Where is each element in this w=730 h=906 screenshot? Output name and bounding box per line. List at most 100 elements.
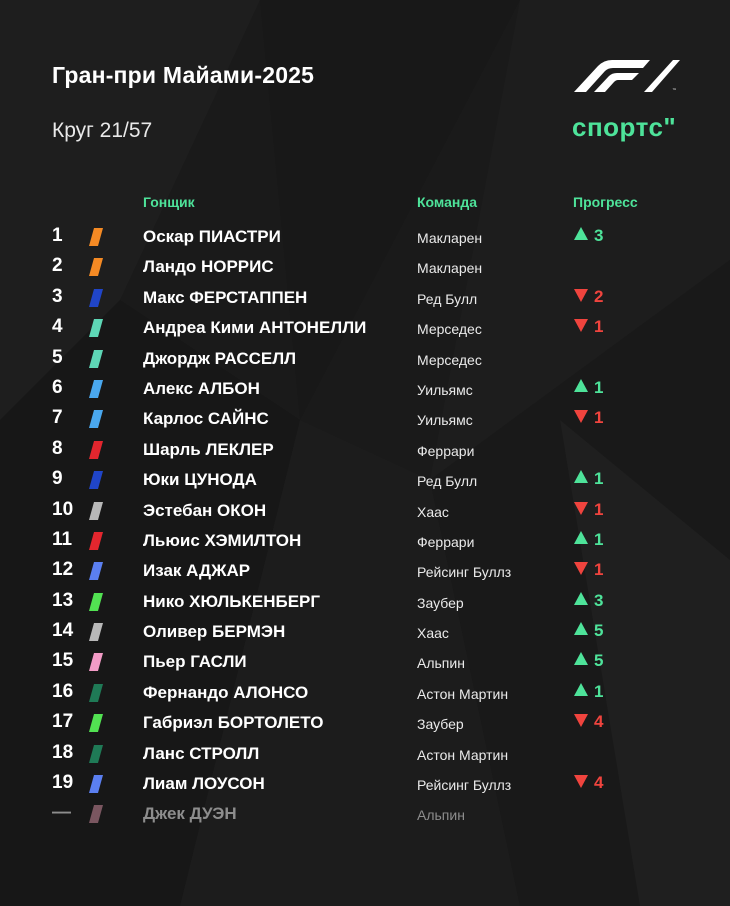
team-color-icon [89, 683, 103, 702]
team-name: Рейсинг Буллз [417, 564, 512, 581]
progress-indicator: 1 [573, 408, 603, 428]
progress-indicator: 4 [573, 773, 603, 793]
table-row: 11 Льюис ХЭМИЛТОН Феррари 1 [0, 525, 730, 555]
progress-value: 4 [594, 712, 604, 732]
driver-name: Карлос САЙНС [143, 409, 269, 429]
lap-counter: Круг 21/57 [52, 119, 153, 142]
position-number: 17 [52, 711, 74, 733]
team-color-icon [89, 531, 103, 550]
driver-name: Оливер БЕРМЭН [143, 622, 286, 642]
team-name: Хаас [417, 503, 449, 520]
driver-name: Льюис ХЭМИЛТОН [143, 530, 302, 550]
arrow-up-icon [574, 682, 588, 696]
driver-name: Габриэл БОРТОЛЕТО [143, 713, 324, 733]
team-color-icon [89, 471, 103, 490]
team-name: Мерседес [417, 321, 482, 338]
driver-name: Макс ФЕРСТАППЕН [143, 287, 308, 307]
driver-name: Ланс СТРОЛЛ [143, 743, 260, 763]
progress-indicator: 1 [573, 317, 603, 337]
table-row: 7 Карлос САЙНС Уильямс 1 [0, 403, 730, 433]
position-number: 2 [52, 255, 63, 277]
progress-value: 2 [594, 286, 604, 306]
team-color-icon [89, 744, 103, 763]
team-color-icon [89, 592, 103, 611]
table-row: 15 Пьер ГАСЛИ Альпин 5 [0, 646, 730, 676]
table-row: 1 Оскар ПИАСТРИ Макларен 3 [0, 221, 730, 251]
progress-value: 1 [594, 560, 604, 580]
arrow-down-icon [574, 501, 588, 515]
progress-value: 1 [594, 377, 604, 397]
header-team: Команда [417, 194, 477, 210]
team-name: Макларен [417, 230, 483, 246]
progress-indicator: 1 [573, 500, 603, 520]
team-name: Заубер [417, 716, 464, 733]
team-name: Альпин [417, 807, 465, 824]
team-color-icon [89, 440, 103, 459]
team-name: Астон Мартин [417, 746, 509, 763]
position-number: 16 [52, 680, 74, 702]
progress-value: 1 [594, 469, 604, 489]
team-name: Астон Мартин [417, 685, 509, 702]
team-color-icon [89, 228, 103, 246]
f1-logo-icon: ™ [574, 60, 680, 94]
team-color-icon [89, 562, 103, 581]
table-row: 17 Габриэл БОРТОЛЕТО Заубер 4 [0, 707, 730, 737]
team-name: Мерседес [417, 351, 482, 368]
position-number: 4 [52, 316, 63, 338]
position-number: 9 [52, 468, 63, 490]
progress-value: 4 [594, 773, 604, 793]
position-number: 1 [52, 225, 63, 246]
team-color-icon [89, 501, 103, 520]
progress-indicator: 1 [573, 560, 603, 580]
arrow-down-icon [574, 775, 588, 789]
driver-name: Шарль ЛЕКЛЕР [143, 439, 274, 459]
team-color-icon [89, 623, 103, 642]
table-row: 6 Алекс АЛБОН Уильямс 1 [0, 373, 730, 403]
table-row: 5 Джордж РАССЕЛЛ Мерседес [0, 343, 730, 373]
team-name: Хаас [417, 625, 449, 642]
progress-value: 5 [594, 621, 604, 641]
progress-value: 3 [594, 590, 604, 610]
driver-name: Ландо НОРРИС [143, 257, 274, 277]
position-number: 11 [52, 528, 73, 550]
position-number: 19 [52, 772, 74, 794]
team-name: Ред Булл [417, 473, 478, 490]
team-color-icon [89, 379, 103, 398]
progress-value: 3 [594, 226, 604, 245]
table-row: 4 Андреа Кими АНТОНЕЛЛИ Мерседес 1 [0, 312, 730, 342]
progress-indicator: 5 [573, 651, 603, 671]
team-name: Заубер [417, 594, 464, 611]
position-number: 3 [52, 285, 63, 307]
position-number: 18 [52, 741, 74, 763]
team-color-icon [89, 410, 103, 429]
progress-value: 1 [594, 499, 604, 519]
arrow-up-icon [574, 591, 588, 605]
team-color-icon [89, 258, 103, 277]
header-driver: Гонщик [143, 194, 195, 210]
team-name: Уильямс [417, 381, 473, 398]
progress-value: 1 [594, 408, 604, 428]
arrow-up-icon [574, 470, 588, 484]
progress-indicator: 1 [573, 469, 603, 489]
driver-name: Оскар ПИАСТРИ [143, 227, 281, 246]
page-title: Гран-при Майами-2025 [52, 62, 315, 88]
driver-name: Джордж РАССЕЛЛ [143, 348, 297, 368]
progress-indicator: 1 [573, 378, 603, 398]
team-name: Макларен [417, 260, 483, 277]
driver-name: Лиам ЛОУСОН [143, 774, 265, 794]
progress-indicator: 2 [573, 287, 603, 307]
arrow-up-icon [574, 227, 588, 240]
position-number: 7 [52, 407, 63, 429]
arrow-up-icon [574, 530, 588, 544]
progress-value: 1 [594, 529, 604, 549]
svg-text:™: ™ [672, 88, 677, 94]
table-row: 2 Ландо НОРРИС Макларен [0, 251, 730, 281]
progress-indicator: 3 [573, 226, 603, 246]
table-row: 19 Лиам ЛОУСОН Рейсинг Буллз 4 [0, 768, 730, 798]
team-color-icon [89, 319, 103, 338]
arrow-up-icon [574, 378, 588, 392]
team-color-icon [89, 714, 103, 733]
position-number: 12 [52, 559, 74, 581]
team-color-icon [89, 653, 103, 672]
team-name: Альпин [417, 655, 465, 672]
